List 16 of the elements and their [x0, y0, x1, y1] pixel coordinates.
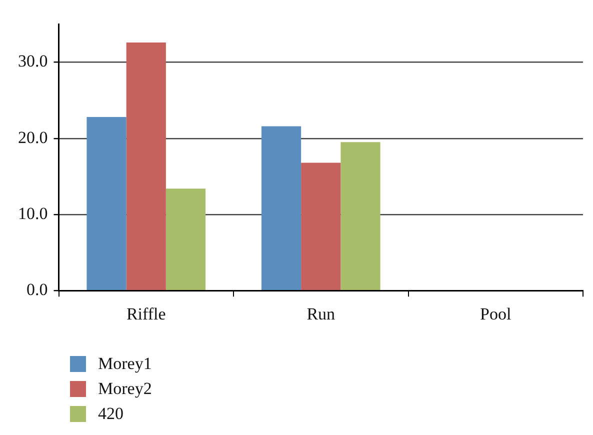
bar — [166, 188, 206, 290]
bar — [340, 142, 380, 290]
y-tick-label: 10.0 — [18, 204, 48, 223]
bar — [261, 126, 302, 290]
legend-label: Morey1 — [98, 354, 152, 374]
legend-label: Morey2 — [98, 378, 152, 398]
x-tick-label: Run — [306, 304, 336, 324]
legend-label: 420 — [98, 404, 124, 424]
y-tick-label: 0.0 — [26, 280, 48, 300]
x-tick-label: Pool — [480, 304, 512, 324]
x-tick-label: Riffle — [126, 304, 166, 324]
bar — [86, 117, 126, 290]
y-tick-label: 30.0 — [18, 52, 48, 71]
bar — [301, 162, 341, 290]
bar — [126, 42, 166, 290]
y-tick-label: 20.0 — [18, 128, 48, 147]
